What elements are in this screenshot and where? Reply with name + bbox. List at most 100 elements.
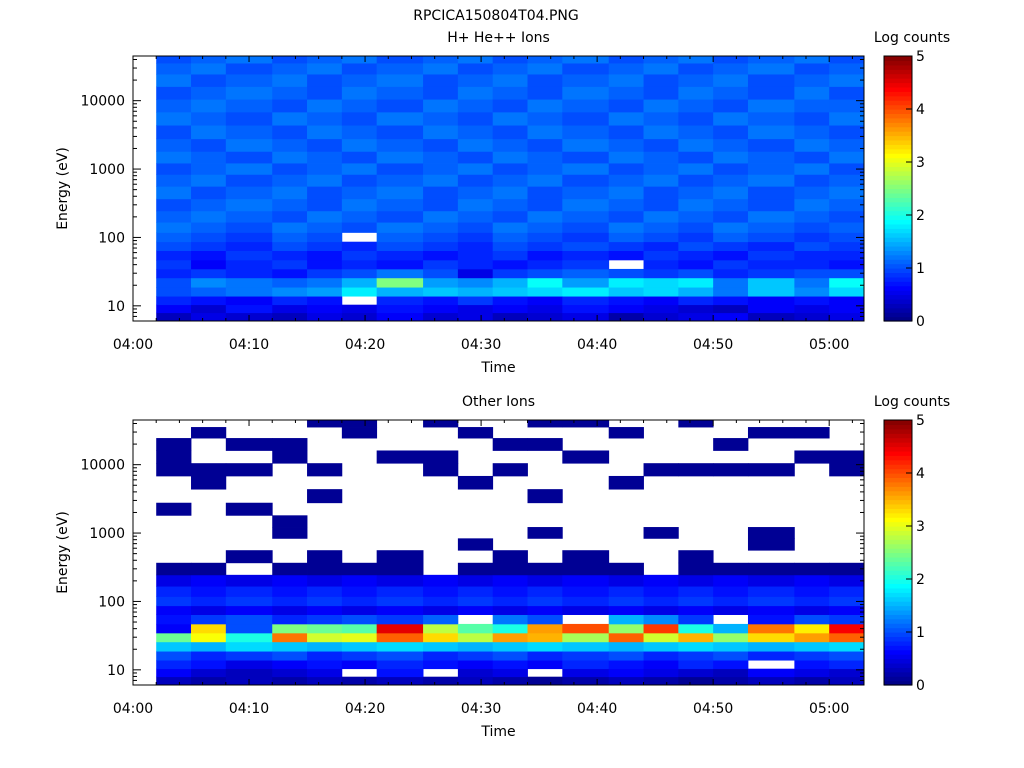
heatmap-cell [307, 660, 343, 670]
heatmap-cell [678, 660, 714, 670]
colorbar-tick-label: 5 [916, 413, 925, 429]
heatmap-cell [562, 111, 610, 126]
heatmap-cell [829, 138, 865, 152]
colorbar-tick-label: 2 [916, 572, 925, 588]
heatmap-cell [794, 651, 830, 661]
colorbar-segment [884, 574, 912, 580]
panels: 04:00 04:10 04:20 04:30 04:40 04:50 05:0010100… [55, 30, 950, 740]
heatmap-cell [678, 614, 714, 625]
heatmap-cell [423, 86, 459, 100]
heatmap-cell [747, 268, 795, 279]
heatmap-cell [225, 550, 273, 564]
heatmap-cell [272, 277, 308, 288]
heatmap-cell [156, 222, 192, 233]
heatmap-cell [608, 586, 644, 597]
heatmap-cell [423, 312, 459, 322]
heatmap-cell [794, 450, 830, 464]
heatmap-cell [225, 222, 273, 233]
heatmap-cell [562, 222, 610, 233]
heatmap-cell [272, 287, 308, 297]
heatmap-cell [747, 232, 795, 243]
colorbar-segment [884, 175, 912, 181]
heatmap-cell [225, 210, 273, 223]
heatmap-cell [225, 174, 273, 187]
heatmap-cell [678, 676, 714, 686]
heatmap-cell [608, 222, 644, 233]
heatmap-cell [829, 111, 865, 126]
colorbar-segment [884, 503, 912, 509]
colorbar-segment [884, 153, 912, 159]
heatmap-cell [225, 63, 273, 75]
colorbar-segment [884, 170, 912, 176]
colorbar-segment [884, 117, 912, 123]
heatmap-cell [376, 99, 424, 113]
heatmap-cell [562, 210, 610, 223]
colorbar-segment [884, 459, 912, 465]
heatmap-cell [747, 651, 795, 661]
heatmap-cell [376, 138, 424, 152]
heatmap-cell [272, 268, 308, 279]
heatmap-cell [341, 56, 378, 64]
heatmap-cell [341, 614, 378, 625]
heatmap-cell [608, 268, 644, 279]
y-tick-label: 10 [107, 663, 125, 679]
heatmap-cell [272, 605, 308, 615]
heatmap-cell [643, 222, 679, 233]
heatmap-cell [341, 74, 378, 87]
colorbar-segment [884, 162, 912, 168]
heatmap-cell [829, 668, 865, 678]
heatmap-cell [457, 111, 494, 126]
x-tick-label: 04:50 [693, 701, 733, 717]
heatmap-cell [794, 296, 830, 306]
heatmap-cell [608, 623, 644, 634]
colorbar-segment [884, 556, 912, 562]
heatmap-cell [341, 420, 378, 428]
colorbar-segment [884, 680, 912, 686]
heatmap-cell [376, 56, 424, 64]
heatmap-cell [272, 138, 308, 152]
colorbar-segment [884, 210, 912, 216]
heatmap-cell [527, 277, 563, 288]
heatmap-cell [225, 641, 273, 652]
heatmap-cell [191, 268, 227, 279]
colorbar-segment [884, 316, 912, 322]
heatmap-cell [225, 163, 273, 175]
colorbar-label: Log counts [874, 394, 950, 410]
heatmap-cell [643, 210, 679, 223]
heatmap-cell [376, 623, 424, 634]
heatmap-cell [156, 138, 192, 152]
colorbar-segment [884, 442, 912, 448]
heatmap-cell [341, 151, 378, 164]
heatmap-cell [191, 56, 227, 64]
heatmap-cell [713, 623, 749, 634]
colorbar-tick-label: 4 [916, 466, 925, 482]
colorbar-segment [884, 521, 912, 527]
heatmap-cell [747, 596, 795, 607]
heatmap-cell [527, 174, 563, 187]
colorbar-segment [884, 570, 912, 576]
heatmap-cell [376, 660, 424, 670]
heatmap-cell [272, 99, 308, 113]
heatmap-cell [527, 138, 563, 152]
heatmap-cell [307, 463, 343, 477]
heatmap-cell [527, 420, 563, 428]
heatmap-cell [747, 304, 795, 314]
heatmap-cell [643, 676, 679, 686]
colorbar-segment [884, 259, 912, 265]
colorbar-segment [884, 605, 912, 611]
x-tick-label: 04:30 [461, 701, 501, 717]
heatmap-cell [747, 427, 795, 439]
heatmap-cell [272, 186, 308, 200]
heatmap-cell [713, 125, 749, 140]
heatmap-cell [191, 186, 227, 200]
heatmap-cell [457, 186, 494, 200]
heatmap-cell [341, 277, 378, 288]
panel-title: H+ He++ Ions [447, 30, 550, 46]
heatmap-cell [191, 614, 227, 625]
heatmap-cell [608, 138, 644, 152]
heatmap-cell [794, 250, 830, 261]
heatmap-cell [156, 151, 192, 164]
heatmap-cell [794, 99, 830, 113]
heatmap-cell [423, 63, 459, 75]
heatmap-cell [643, 632, 679, 643]
